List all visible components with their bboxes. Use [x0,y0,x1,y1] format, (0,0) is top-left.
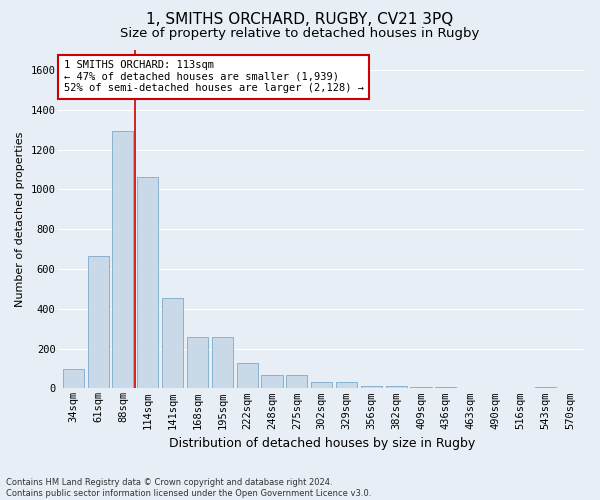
Text: 1, SMITHS ORCHARD, RUGBY, CV21 3PQ: 1, SMITHS ORCHARD, RUGBY, CV21 3PQ [146,12,454,28]
Bar [212,336,233,388]
Bar [112,130,133,388]
Text: Size of property relative to detached houses in Rugby: Size of property relative to detached ho… [121,28,479,40]
Bar [137,178,158,388]
Text: Contains HM Land Registry data © Crown copyright and database right 2024.
Contai: Contains HM Land Registry data © Crown c… [6,478,371,498]
Bar [286,376,307,388]
Bar [386,386,407,388]
Bar [236,362,257,388]
Bar [336,382,357,388]
X-axis label: Distribution of detached houses by size in Rugby: Distribution of detached houses by size … [169,437,475,450]
Bar [162,298,183,388]
Text: 1 SMITHS ORCHARD: 113sqm
← 47% of detached houses are smaller (1,939)
52% of sem: 1 SMITHS ORCHARD: 113sqm ← 47% of detach… [64,60,364,94]
Bar [361,386,382,388]
Bar [88,256,109,388]
Bar [311,382,332,388]
Y-axis label: Number of detached properties: Number of detached properties [15,132,25,307]
Bar [187,336,208,388]
Bar [62,370,84,388]
Bar [262,376,283,388]
